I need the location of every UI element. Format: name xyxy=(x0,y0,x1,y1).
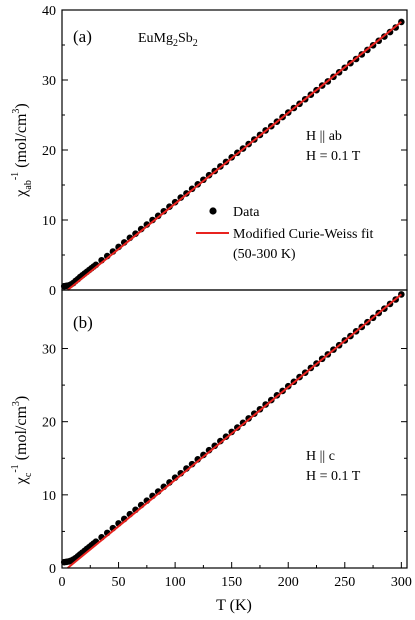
x-tick-label: 200 xyxy=(278,575,299,590)
compound-label: EuMg2Sb2 xyxy=(138,31,198,49)
x-tick-label: 250 xyxy=(334,575,355,590)
x-tick-label: 150 xyxy=(221,575,242,590)
panel-a-field-direction: H || ab xyxy=(306,129,342,144)
panel-b-data-point xyxy=(211,442,219,450)
panel-a-y-axis-title: χab-1 (mol/cm3) xyxy=(10,103,34,197)
panel-a-y-tick-label: 40 xyxy=(42,4,56,19)
panel-b-y-tick-label: 10 xyxy=(42,489,56,504)
legend-data-label: Data xyxy=(233,205,260,220)
x-tick-label: 100 xyxy=(165,575,186,590)
panel-a-field-value: H = 0.1 T xyxy=(306,149,361,164)
panel-b: 0 10 20 30 0 50 100 150 200 250 300 (b) H || c H … xyxy=(10,289,412,614)
panel-b-plot-area xyxy=(60,291,405,569)
x-tick-label: 50 xyxy=(112,575,126,590)
panel-b-y-tick-label: 20 xyxy=(42,416,56,431)
panel-b-y-ticks: 0 10 20 30 xyxy=(42,343,407,577)
legend: Data Modified Curie-Weiss fit (50-300 K) xyxy=(196,205,374,262)
x-ticks: 0 50 100 150 200 250 300 xyxy=(59,562,412,590)
panel-b-frame xyxy=(61,289,408,569)
legend-fit-label: Modified Curie-Weiss fit xyxy=(233,227,374,242)
panel-a-label: (a) xyxy=(73,27,92,46)
panel-b-y-axis-title: χc-1 (mol/cm3) xyxy=(10,396,34,485)
panel-b-fit-line xyxy=(67,293,402,569)
panel-a-y-tick-label: 10 xyxy=(42,214,56,229)
panel-a-plot-area xyxy=(60,18,405,291)
panel-b-y-tick-label: 30 xyxy=(42,343,56,358)
panel-a-y-tick-label: 30 xyxy=(42,74,56,89)
x-tick-label: 0 xyxy=(59,575,66,590)
panel-a-y-tick-label: 20 xyxy=(42,144,56,159)
legend-fit-range: (50-300 K) xyxy=(233,247,296,262)
panel-a-y-tick-label: 0 xyxy=(49,284,56,299)
x-tick-label: 300 xyxy=(391,575,412,590)
panel-b-label: (b) xyxy=(73,313,93,332)
panel-b-field-value: H = 0.1 T xyxy=(306,469,361,484)
panel-a-fit-line xyxy=(67,21,402,291)
panel-b-y-tick-label: 0 xyxy=(49,562,56,577)
panel-a: 0 10 20 30 40 (a) EuMg2Sb2 H || ab H = 0.1 T… xyxy=(10,4,408,299)
panel-b-field-direction: H || c xyxy=(306,449,335,464)
legend-data-marker xyxy=(209,207,217,215)
x-axis-title: T (K) xyxy=(216,597,252,614)
